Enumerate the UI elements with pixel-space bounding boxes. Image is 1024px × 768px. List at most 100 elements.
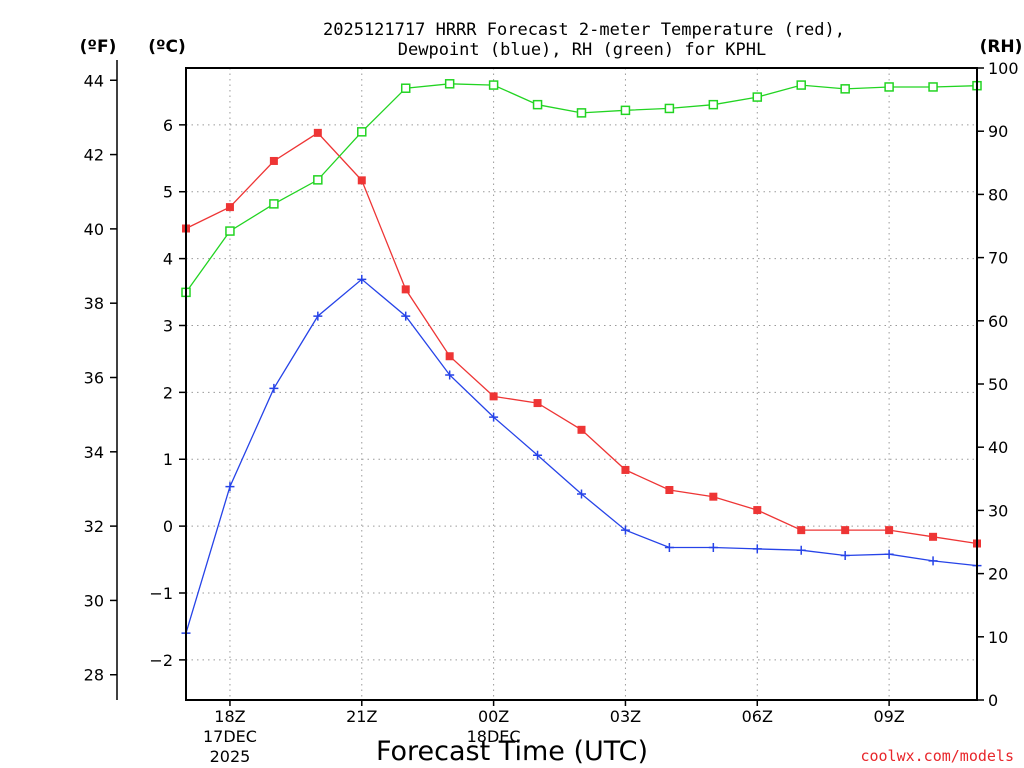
credit-text: coolwx.com/models (860, 747, 1014, 765)
rh-point (840, 84, 850, 94)
dewpoint-point (357, 274, 367, 284)
x-tick-label: 03Z (610, 707, 641, 726)
dewpoint-point (752, 544, 762, 554)
x-tick-label: 18Z (214, 707, 245, 726)
temperature-point (753, 506, 762, 515)
rh-tick-label: 60 (988, 312, 1008, 331)
rh-tick-label: 90 (988, 122, 1008, 141)
temperature-point (313, 128, 322, 137)
rh-tick-label: 0 (988, 691, 998, 710)
rh-axis: 0 10 20 30 40 50 60 70 80 90 100 (977, 59, 1019, 710)
rh-tick-label: 10 (988, 628, 1008, 647)
f-tick-label: 40 (84, 220, 104, 239)
f-tick-label: 42 (84, 146, 104, 165)
rh-tick-label: 100 (988, 59, 1019, 78)
x-tick-label: 09Z (873, 707, 904, 726)
dewpoint-point (884, 549, 894, 559)
dewpoint-point (840, 551, 850, 561)
temperature-point (797, 526, 806, 535)
x-axis-label: Forecast Time (UTC) (376, 736, 648, 767)
c-tick-label: 5 (163, 183, 173, 202)
dewpoint-point (269, 383, 279, 393)
f-tick-label: 28 (84, 666, 104, 685)
dewpoint-point (620, 525, 630, 535)
rh-point (269, 199, 279, 209)
rh-point (884, 82, 894, 92)
rh-point (444, 79, 455, 89)
chart-title-line-1: 2025121717 HRRR Forecast 2-meter Tempera… (323, 20, 845, 40)
temperature-point (489, 392, 498, 401)
dewpoint-point (664, 543, 674, 553)
temperature-point (533, 399, 542, 408)
rh-point (488, 80, 499, 90)
dewpoint-point (928, 556, 938, 566)
fahrenheit-axis: 28 30 32 34 36 38 40 42 44 (84, 71, 117, 685)
temperature-point (269, 156, 278, 165)
rh-tick-label: 50 (988, 375, 1008, 394)
rh-tick-label: 30 (988, 501, 1008, 520)
plot-frame (185, 67, 978, 701)
dewpoint-point (225, 482, 235, 492)
rh-tick-label: 80 (988, 185, 1008, 204)
dewpoint-point (313, 311, 323, 321)
grid-lines (186, 68, 977, 700)
rh-point (400, 83, 411, 93)
f-tick-label: 36 (84, 368, 104, 387)
rh-point (664, 103, 675, 114)
f-tick-label: 30 (84, 591, 104, 610)
rh-point (532, 99, 543, 110)
f-tick-label: 32 (84, 517, 104, 536)
c-tick-label: −2 (149, 651, 173, 670)
rh-point (796, 80, 806, 90)
fahrenheit-axis-label: (ºF) (80, 37, 117, 57)
dewpoint-point (533, 450, 543, 460)
x-tick-label: 18DEC (467, 727, 521, 746)
temperature-point (885, 526, 894, 535)
c-tick-label: 3 (163, 316, 173, 335)
rh-point (620, 105, 631, 116)
temperature-point (709, 492, 718, 501)
temperature-point (225, 203, 234, 212)
dewpoint-line (185, 278, 978, 634)
rh-point (752, 92, 763, 102)
c-tick-label: 2 (163, 383, 173, 402)
dewpoint-point (489, 412, 499, 422)
rh-axis-label: (RH) (980, 37, 1023, 57)
chart-title-line-2: Dewpoint (blue), RH (green) for KPHL (398, 40, 766, 60)
rh-tick-label: 40 (988, 438, 1008, 457)
rh-point (576, 108, 587, 118)
data-series (181, 79, 982, 638)
x-tick-label: 21Z (346, 707, 377, 726)
temperature-point (357, 176, 366, 185)
c-tick-label: 4 (163, 250, 173, 269)
f-tick-label: 38 (84, 294, 104, 313)
dewpoint-point (577, 489, 586, 499)
temperature-point (665, 486, 674, 495)
c-tick-label: 1 (163, 450, 173, 469)
rh-point (928, 82, 938, 92)
temperature-point (841, 526, 850, 535)
dewpoint-point (445, 370, 455, 380)
rh-point (708, 99, 719, 110)
dewpoint-series (181, 274, 982, 638)
rh-tick-label: 70 (988, 249, 1008, 268)
rh-point (357, 127, 367, 137)
temperature-point (401, 285, 410, 294)
rh-point (225, 226, 235, 236)
c-tick-label: −1 (149, 584, 173, 603)
c-tick-label: 6 (163, 116, 173, 135)
c-tick-label: 0 (163, 517, 173, 536)
x-tick-label: 2025 (210, 747, 251, 766)
celsius-axis-label: (ºC) (148, 37, 186, 57)
dewpoint-point (708, 543, 718, 553)
temperature-point (577, 425, 586, 434)
f-tick-label: 34 (84, 443, 104, 462)
temperature-point (929, 532, 938, 541)
dewpoint-point (401, 311, 411, 321)
dewpoint-point (796, 545, 806, 555)
rh-series (181, 79, 982, 298)
celsius-axis: −2 −1 0 1 2 3 4 5 6 (149, 116, 186, 670)
x-tick-label: 06Z (742, 707, 773, 726)
